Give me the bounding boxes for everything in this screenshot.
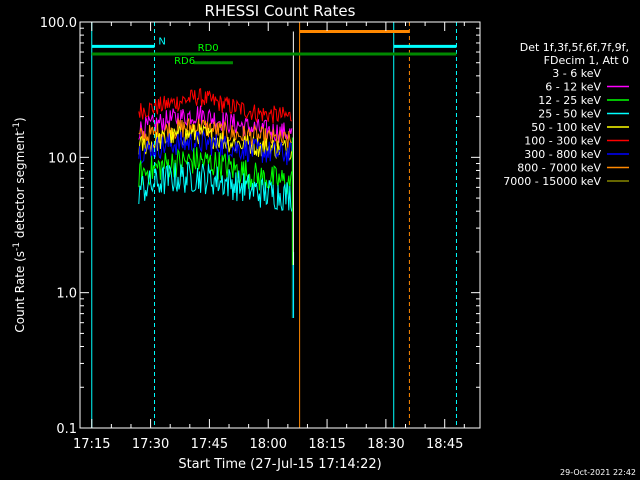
x-tick-label: 18:30 [367,437,404,452]
legend-entry-label: 7000 - 15000 keV [503,175,601,188]
y-tick-label: 1.0 [56,287,77,302]
y-tick-label: 100.0 [40,16,77,31]
x-tick-label: 18:00 [250,437,287,452]
flag-label-1: RD0 [198,43,219,54]
series-line-0 [142,25,293,38]
y-axis-label: Count Rate (s-1 detector segment-1) [12,117,27,332]
y-axis-label-exponent: -1 [12,242,22,251]
legend-header-line: FDecim 1, Att 0 [544,54,629,67]
axes: 0.1 1.0 10.0 100.0 17:15 17:30 17:45 18:00 18:15… [40,16,480,452]
legend-entry-label: 800 - 7000 keV [517,162,601,175]
y-axis-label-exponent: -1 [12,122,22,131]
series-line-7 [138,161,293,212]
footer-date: 29-Oct-2021 22:42 [560,468,636,477]
legend-entry-label: 300 - 800 keV [524,148,601,161]
x-tick-label: 18:45 [426,437,463,452]
series-line-4 [138,123,293,161]
series-line-1 [138,87,293,124]
legend-entry-label: 50 - 100 keV [531,121,601,134]
legend-entry-label: 3 - 6 keV [552,67,601,80]
legend: Det 1f,3f,5f,6f,7f,9f,FDecim 1, Att 03 -… [503,41,629,188]
chart-title: RHESSI Count Rates [205,2,356,20]
series-line-6 [138,147,293,195]
series-line-5 [138,129,293,166]
flag-label-2: RD6 [174,56,195,67]
flag-label-0: N [158,37,165,48]
legend-entry-label: 25 - 50 keV [538,108,601,121]
y-tick-label: 10.0 [48,151,77,166]
legend-header-line: Det 1f,3f,5f,6f,7f,9f, [520,41,629,54]
x-tick-label: 17:30 [132,437,169,452]
legend-entry-label: 100 - 300 keV [524,135,601,148]
x-tick-label: 17:15 [73,437,110,452]
x-axis-label: Start Time (27-Jul-15 17:14:22) [178,457,381,472]
legend-entry-label: 6 - 12 keV [545,81,601,94]
y-tick-label: 0.1 [56,422,77,437]
x-tick-label: 17:45 [191,437,228,452]
plot-frame [79,21,481,429]
legend-entry-label: 12 - 25 keV [538,94,601,107]
x-tick-label: 18:15 [308,437,345,452]
